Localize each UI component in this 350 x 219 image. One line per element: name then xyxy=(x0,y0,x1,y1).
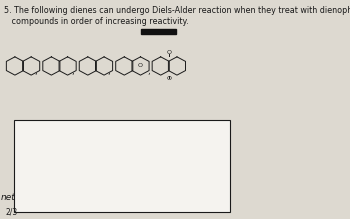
Text: ,: , xyxy=(71,67,74,76)
FancyBboxPatch shape xyxy=(14,120,230,212)
Text: O: O xyxy=(166,51,172,55)
Text: net: net xyxy=(1,193,15,202)
Text: O: O xyxy=(138,64,143,69)
Text: ,: , xyxy=(35,67,37,76)
Text: 2/3: 2/3 xyxy=(5,207,18,216)
Text: compounds in order of increasing reactivity.: compounds in order of increasing reactiv… xyxy=(4,17,189,26)
Text: 5. The following dienes can undergo Diels-Alder reaction when they treat with di: 5. The following dienes can undergo Diel… xyxy=(4,6,350,15)
Text: ,: , xyxy=(108,67,110,76)
Text: O: O xyxy=(166,76,172,81)
FancyBboxPatch shape xyxy=(141,29,176,34)
Text: ,: , xyxy=(147,67,150,76)
